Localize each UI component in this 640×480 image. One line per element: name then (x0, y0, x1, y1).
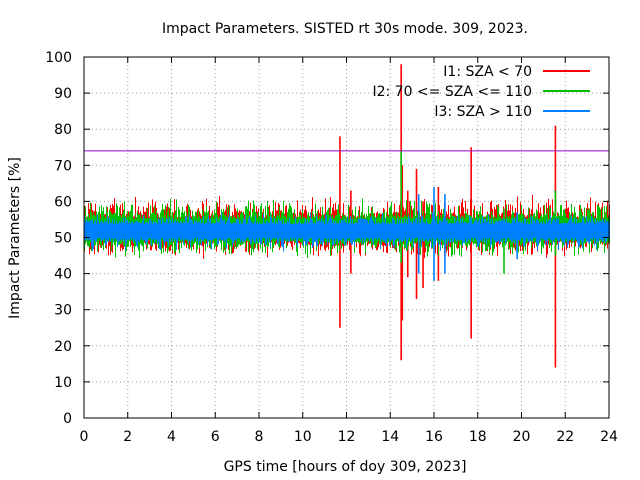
legend-label: I3: SZA > 110 (434, 104, 532, 120)
y-tick-label: 90 (54, 86, 72, 102)
y-tick-label: 20 (54, 339, 72, 355)
x-tick-label: 8 (255, 429, 264, 445)
x-tick-label: 22 (556, 429, 574, 445)
y-axis-label: Impact Parameters [%] (7, 157, 23, 319)
chart-title: Impact Parameters. SISTED rt 30s mode. 3… (162, 21, 528, 37)
legend: I1: SZA < 70 I2: 70 <= SZA <= 110 I3: SZA … (372, 64, 590, 120)
x-tick-label: 20 (513, 429, 531, 445)
x-tick-label: 16 (425, 429, 443, 445)
y-tick-label: 30 (54, 303, 72, 319)
x-tick-label: 18 (469, 429, 487, 445)
x-tick-label: 4 (167, 429, 176, 445)
y-tick-label: 80 (54, 122, 72, 138)
y-tick-label: 100 (45, 50, 72, 66)
x-tick-label: 2 (123, 429, 132, 445)
y-tick-label: 0 (63, 411, 72, 427)
x-tick-label: 0 (80, 429, 89, 445)
legend-label: I2: 70 <= SZA <= 110 (372, 84, 532, 100)
x-tick-label: 14 (381, 429, 399, 445)
y-tick-label: 60 (54, 194, 72, 210)
x-tick-label: 12 (338, 429, 356, 445)
y-tick-label: 40 (54, 267, 72, 283)
x-tick-label: 10 (294, 429, 312, 445)
y-tick-label: 70 (54, 158, 72, 174)
axis-ticks: 0 2 4 6 8 10 12 14 16 18 20 22 240102030405060708090… (45, 50, 618, 445)
x-tick-label: 6 (211, 429, 220, 445)
x-axis-label: GPS time [hours of doy 309, 2023] (224, 459, 467, 475)
y-tick-label: 10 (54, 375, 72, 391)
x-tick-label: 24 (600, 429, 618, 445)
legend-label: I1: SZA < 70 (443, 64, 532, 80)
y-tick-label: 50 (54, 231, 72, 247)
